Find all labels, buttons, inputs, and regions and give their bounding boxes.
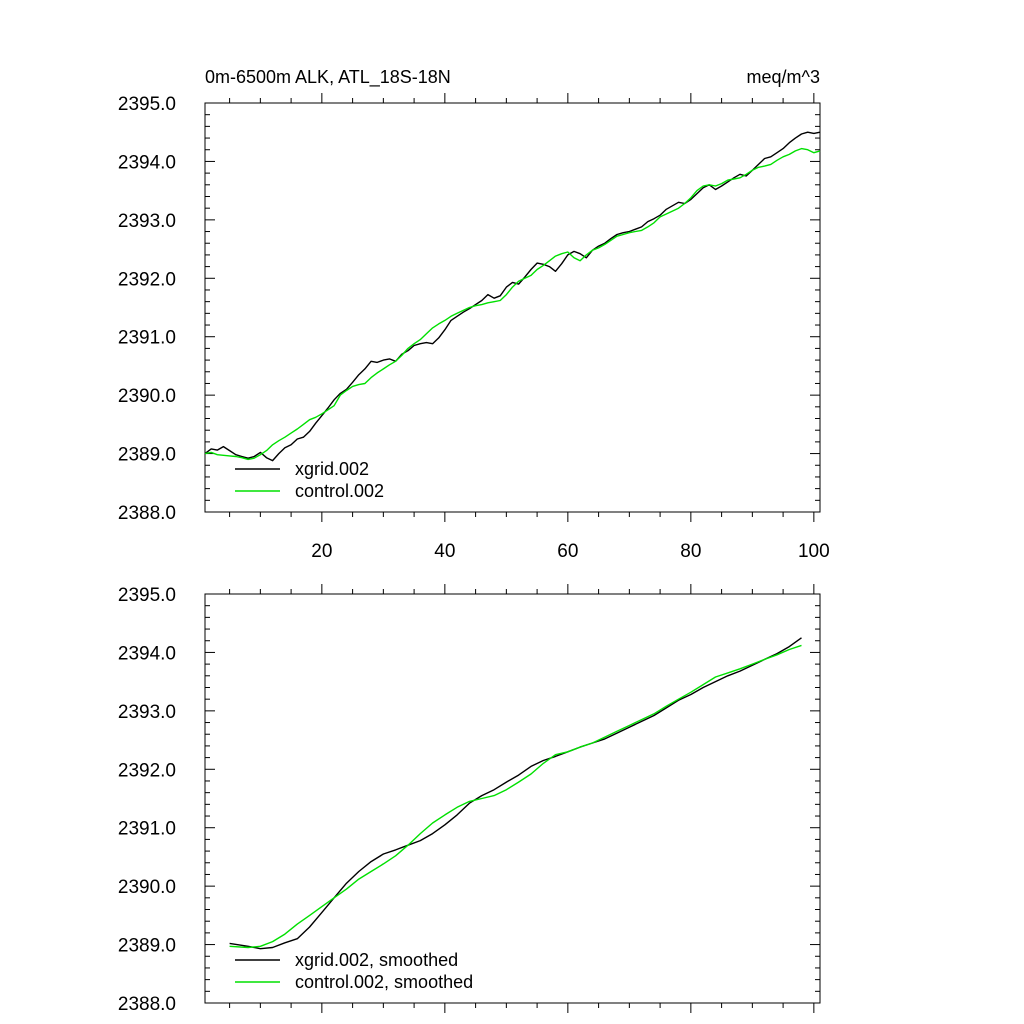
units-label: meq/m^3 — [747, 67, 820, 87]
y-tick-label: 2390.0 — [118, 877, 176, 898]
y-tick-label: 2391.0 — [118, 819, 176, 840]
x-tick-label: 80 — [680, 541, 701, 562]
y-tick-label: 2389.0 — [118, 936, 176, 957]
x-tick-label: 20 — [311, 541, 332, 562]
legend-label: control.002, smoothed — [295, 972, 473, 992]
chart-title: 0m-6500m ALK, ATL_18S-18N — [205, 67, 451, 88]
x-tick-label: 60 — [557, 541, 578, 562]
y-tick-label: 2390.0 — [118, 386, 176, 407]
y-tick-label: 2393.0 — [118, 211, 176, 232]
plot-frame — [204, 102, 821, 513]
panel-2: 2388.0 2389.0 2390.0 2391.0 2392.0 2393.0 2394… — [118, 584, 821, 1015]
panel-1: 2388.0 2389.0 2390.0 2391.0 2392.0 2393.0 2394… — [118, 67, 830, 562]
series-line-2 — [229, 644, 802, 949]
x-tick-label: 100 — [798, 541, 830, 562]
y-tick-label: 2394.0 — [118, 152, 176, 173]
y-tick-label: 2388.0 — [118, 994, 176, 1015]
series-line-2 — [204, 147, 821, 461]
y-tick-label: 2392.0 — [118, 269, 176, 290]
legend-label: xgrid.002, smoothed — [295, 950, 458, 970]
y-tick-label: 2394.0 — [118, 643, 176, 664]
x-tick-label: 40 — [434, 541, 455, 562]
series-line-1 — [204, 131, 821, 462]
y-tick-label: 2391.0 — [118, 328, 176, 349]
y-tick-label: 2395.0 — [118, 94, 176, 115]
y-tick-label: 2393.0 — [118, 702, 176, 723]
y-tick-label: 2392.0 — [118, 760, 176, 781]
y-tick-label: 2388.0 — [118, 503, 176, 524]
y-tick-label: 2389.0 — [118, 445, 176, 466]
y-tick-label: 2395.0 — [118, 585, 176, 606]
legend-label: control.002 — [295, 481, 384, 501]
legend-label: xgrid.002 — [295, 459, 369, 479]
series-line-1 — [229, 637, 802, 950]
plot-frame — [204, 593, 821, 1004]
